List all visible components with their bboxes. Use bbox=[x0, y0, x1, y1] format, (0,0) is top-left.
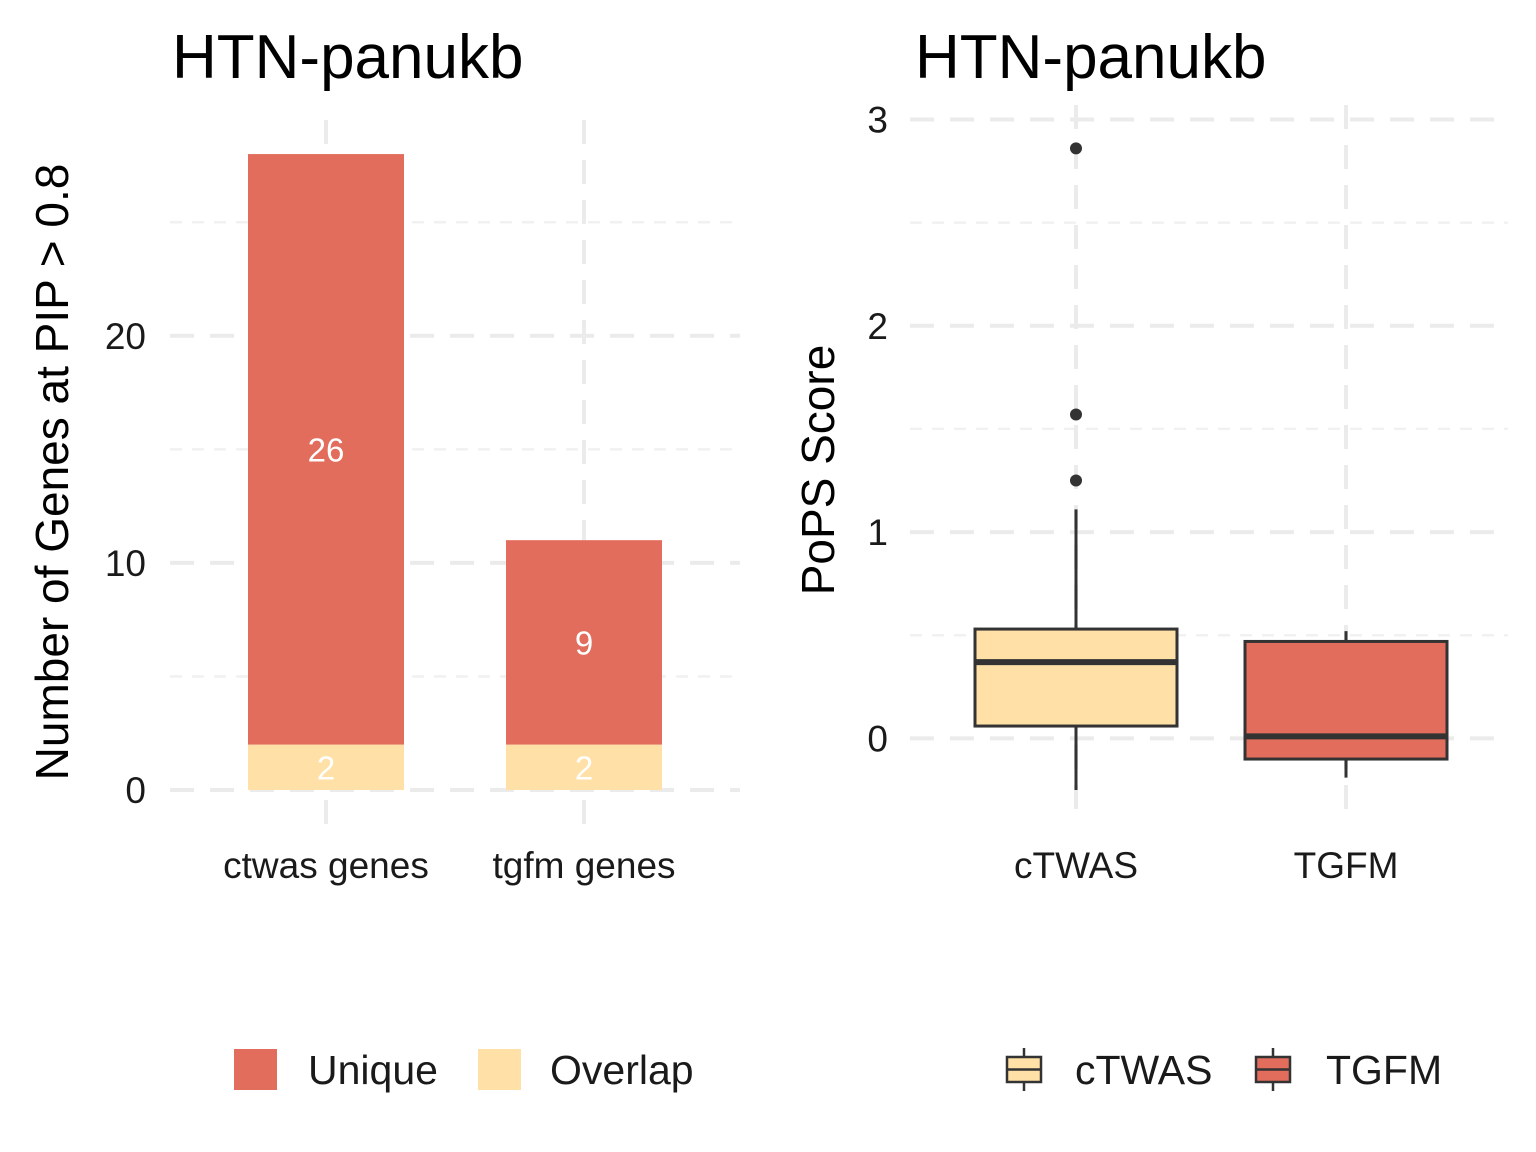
legend-key-unique bbox=[234, 1049, 277, 1090]
legend-key-overlap bbox=[478, 1049, 521, 1090]
x-tick-label: ctwas genes bbox=[223, 845, 429, 886]
box-ctwas bbox=[973, 627, 1179, 728]
x-tick-label: TGFM bbox=[1294, 845, 1399, 886]
legend-key-tgfm bbox=[1254, 1048, 1292, 1091]
box-plot-y-axis-title: PoPS Score bbox=[792, 345, 844, 596]
bar-chart-legend: Unique Overlap bbox=[234, 1047, 694, 1093]
bar-chart-y-axis-title: Number of Genes at PIP > 0.8 bbox=[26, 164, 78, 781]
box-plot-x-ticks: cTWAS TGFM bbox=[1014, 845, 1398, 886]
legend-key-ctwas bbox=[1005, 1048, 1043, 1091]
legend-label-overlap: Overlap bbox=[550, 1047, 694, 1093]
bar-unique-1 bbox=[506, 540, 662, 745]
x-tick-label: cTWAS bbox=[1014, 845, 1138, 886]
box-tgfm bbox=[1243, 639, 1449, 761]
box-plot-boxes bbox=[973, 142, 1449, 790]
x-tick-label: tgfm genes bbox=[492, 845, 675, 886]
outlier-point bbox=[1070, 474, 1082, 487]
bar-value-label: 2 bbox=[317, 749, 335, 786]
bar-value-label: 9 bbox=[575, 624, 593, 661]
outlier-point bbox=[1070, 408, 1082, 421]
box-plot-title: HTN-panukb bbox=[915, 23, 1266, 92]
box-plot-y-ticks: 0 1 2 3 bbox=[867, 99, 888, 759]
y-tick-label: 10 bbox=[105, 543, 146, 584]
y-tick-label: 1 bbox=[867, 512, 888, 553]
bar-chart-x-ticks: ctwas genes tgfm genes bbox=[223, 845, 675, 886]
outlier-point bbox=[1070, 142, 1082, 155]
bar-overlap-0 bbox=[248, 744, 404, 790]
bar-chart-y-ticks: 0 10 20 bbox=[105, 316, 146, 811]
box-plot-panel: HTN-panukb PoPS Score 0 1 2 3 cTWAS TGFM cTW… bbox=[792, 23, 1508, 1093]
legend-label-ctwas: cTWAS bbox=[1075, 1047, 1212, 1093]
y-tick-label: 3 bbox=[867, 99, 888, 140]
bar-value-label: 26 bbox=[308, 431, 345, 468]
y-tick-label: 0 bbox=[867, 718, 888, 759]
y-tick-label: 2 bbox=[867, 306, 888, 347]
y-tick-label: 20 bbox=[105, 316, 146, 357]
bar-value-label: 2 bbox=[575, 749, 593, 786]
bar-chart-panel: HTN-panukb Number of Genes at PIP > 0.8 … bbox=[26, 23, 740, 1093]
y-tick-label: 0 bbox=[125, 770, 146, 811]
legend-label-tgfm: TGFM bbox=[1326, 1047, 1442, 1093]
bar-overlap-1 bbox=[506, 744, 662, 790]
bar-chart-title: HTN-panukb bbox=[172, 23, 523, 92]
bar-chart-bars: 2 26 2 9 bbox=[248, 154, 662, 790]
legend-label-unique: Unique bbox=[308, 1047, 438, 1093]
box-plot-legend: cTWAS TGFM bbox=[1005, 1047, 1442, 1093]
bar-unique-0 bbox=[248, 154, 404, 745]
